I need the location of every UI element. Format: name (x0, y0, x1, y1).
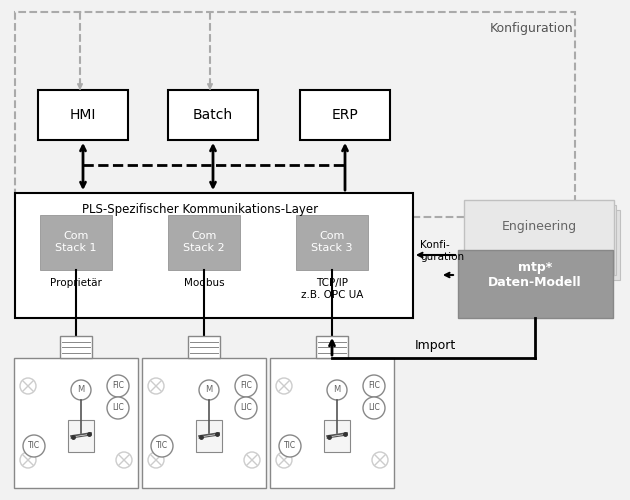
Bar (270, 358, 394, 488)
Text: M: M (333, 386, 341, 394)
Text: FIC: FIC (112, 382, 124, 390)
Bar (40, 215, 112, 270)
Text: TIC: TIC (28, 442, 40, 450)
Circle shape (23, 435, 45, 457)
Text: HMI: HMI (70, 108, 96, 122)
Text: TCP/IP
z.B. OPC UA: TCP/IP z.B. OPC UA (301, 278, 363, 300)
Bar (188, 336, 220, 358)
Text: Com
Stack 1: Com Stack 1 (55, 231, 97, 253)
Bar (296, 215, 368, 270)
Bar (168, 90, 258, 140)
Bar (68, 420, 94, 452)
Text: FIC: FIC (240, 382, 252, 390)
Text: TIC: TIC (156, 442, 168, 450)
Text: ERP: ERP (331, 108, 358, 122)
Circle shape (279, 435, 301, 457)
Bar (142, 358, 266, 488)
Bar (38, 90, 128, 140)
Circle shape (107, 375, 129, 397)
Text: Com
Stack 2: Com Stack 2 (183, 231, 225, 253)
Bar (15, 12, 575, 217)
Text: M: M (77, 386, 84, 394)
Bar (472, 210, 620, 280)
Text: LIC: LIC (368, 404, 380, 412)
Circle shape (363, 397, 385, 419)
Circle shape (363, 375, 385, 397)
Text: FIC: FIC (368, 382, 380, 390)
Text: LIC: LIC (112, 404, 124, 412)
Bar (300, 90, 390, 140)
Bar (14, 358, 138, 488)
Circle shape (107, 397, 129, 419)
Text: Modbus: Modbus (184, 278, 224, 288)
Bar (464, 200, 614, 275)
Text: Com
Stack 3: Com Stack 3 (311, 231, 353, 253)
Text: TIC: TIC (284, 442, 296, 450)
Bar (60, 336, 92, 358)
Bar (458, 250, 613, 318)
Bar (168, 215, 240, 270)
Bar (324, 420, 350, 452)
Circle shape (235, 375, 257, 397)
Text: Engineering: Engineering (501, 220, 576, 233)
Text: M: M (205, 386, 213, 394)
Text: Konfiguration: Konfiguration (490, 22, 574, 35)
Text: Import: Import (415, 338, 456, 351)
Text: PLS-Spezifischer Kommunikations-Layer: PLS-Spezifischer Kommunikations-Layer (82, 203, 318, 216)
Circle shape (151, 435, 173, 457)
Text: Proprietär: Proprietär (50, 278, 102, 288)
Bar (468, 205, 616, 275)
Text: LIC: LIC (240, 404, 252, 412)
Bar (15, 193, 413, 318)
Bar (196, 420, 222, 452)
Bar (316, 336, 348, 358)
Text: Batch: Batch (193, 108, 233, 122)
Text: mtp*
Daten-Modell: mtp* Daten-Modell (488, 260, 582, 290)
Text: Konfi-
guration: Konfi- guration (420, 240, 464, 262)
Circle shape (235, 397, 257, 419)
